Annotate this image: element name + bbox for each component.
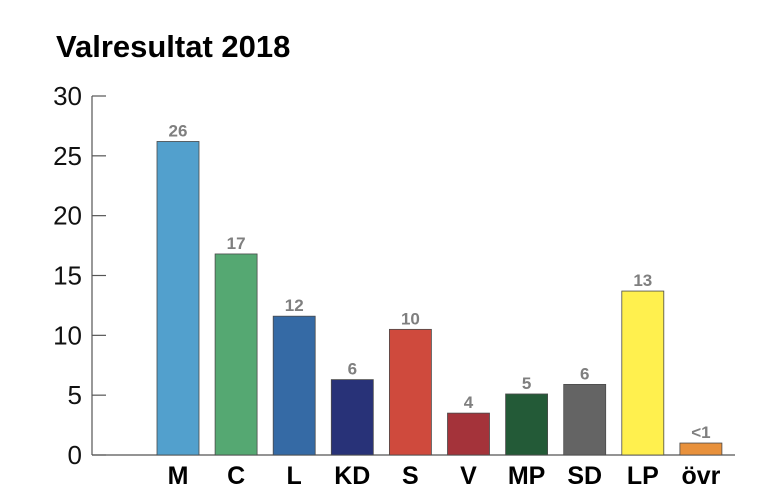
- bar-l: [272, 315, 316, 456]
- x-tick-label: V: [460, 462, 477, 490]
- y-axis: 0 5 10 15 20 25 30: [53, 81, 735, 470]
- y-tick-label: 15: [53, 261, 82, 291]
- y-tick-label: 30: [53, 81, 82, 111]
- chart-title: Valresultat 2018: [56, 29, 290, 64]
- bar-övr: [679, 442, 723, 456]
- data-label: 6: [580, 364, 589, 383]
- x-tick-label: KD: [334, 462, 370, 490]
- bar-kd: [330, 379, 374, 456]
- y-tick-label: 25: [53, 141, 82, 171]
- data-label: 5: [522, 374, 531, 393]
- y-tick-label: 5: [68, 380, 82, 410]
- bar-sd: [563, 383, 607, 456]
- x-tick-label: övr: [681, 462, 720, 490]
- data-label: 26: [169, 121, 188, 140]
- data-label: 12: [285, 296, 304, 315]
- data-label: 13: [633, 271, 652, 290]
- data-label: 6: [348, 360, 357, 379]
- bar-c: [214, 253, 258, 456]
- data-label: 10: [401, 309, 420, 328]
- x-tick-label: C: [227, 462, 245, 490]
- x-tick-label: L: [287, 462, 302, 490]
- x-axis-labels: M C L KD S V MP SD LP övr: [168, 462, 721, 490]
- x-tick-label: SD: [567, 462, 602, 490]
- x-tick-label: MP: [508, 462, 546, 490]
- data-label: <1: [691, 423, 710, 442]
- bar-mp: [505, 393, 549, 456]
- bar-m: [156, 141, 200, 456]
- bar-lp: [621, 290, 665, 456]
- x-tick-label: LP: [627, 462, 659, 490]
- y-tick-label: 0: [68, 440, 82, 470]
- y-tick-label: 10: [53, 320, 82, 350]
- x-tick-label: S: [402, 462, 419, 490]
- data-label: 4: [464, 393, 474, 412]
- y-tick-label: 20: [53, 201, 82, 231]
- data-label: 17: [227, 234, 246, 253]
- x-tick-label: M: [168, 462, 189, 490]
- bar-s: [388, 328, 432, 456]
- bars: 26 17 12 6 10 4 5 6 13 <1: [156, 121, 723, 456]
- bar-v: [447, 412, 490, 456]
